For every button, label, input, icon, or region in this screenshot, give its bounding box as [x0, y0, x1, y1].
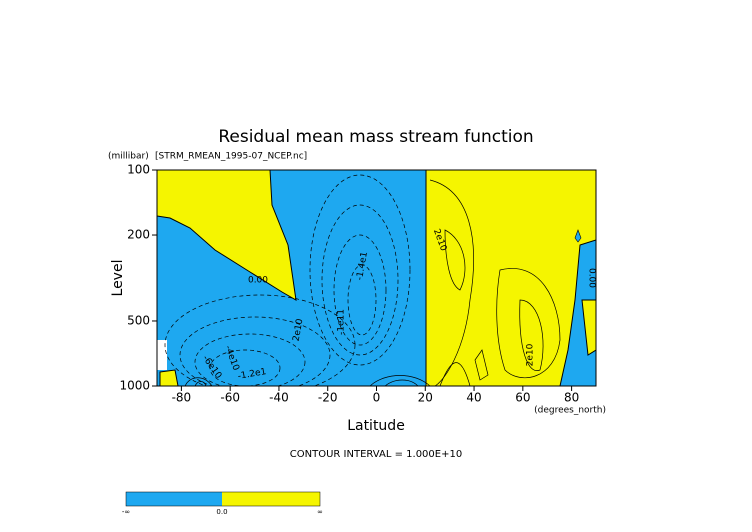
- contour-label: 2e10: [526, 343, 536, 366]
- y-tick-label: 500: [127, 313, 150, 327]
- contour-label: 0.00: [248, 276, 268, 286]
- colorbar-label: -∞: [122, 508, 130, 516]
- x-tick-label: 60: [515, 391, 530, 405]
- y-tick-label: 100: [127, 163, 150, 177]
- contour-label: 0.00: [587, 268, 597, 288]
- subtitle: [STRM_RMEAN_1995-07_NCEP.nc]: [155, 152, 307, 162]
- positive-region: [581, 299, 596, 356]
- footnote: CONTOUR INTERVAL = 1.000E+10: [290, 449, 462, 460]
- positive-region: [159, 369, 179, 386]
- positive-contours: [184, 179, 561, 386]
- x-units: (degrees_north): [534, 406, 606, 416]
- x-tick-label: -40: [269, 391, 289, 405]
- chart-title: Residual mean mass stream function: [218, 127, 533, 147]
- x-axis-label: Latitude: [347, 418, 405, 434]
- x-tick-label: -20: [318, 391, 338, 405]
- x-tick-label: 40: [466, 391, 481, 405]
- colorbar-negative: [126, 492, 222, 506]
- contour-label: -1.4e1: [355, 251, 370, 281]
- colorbar-label: 0.0: [216, 508, 227, 516]
- x-tick-label: -80: [172, 391, 192, 405]
- positive-region: [425, 170, 596, 386]
- y-units: (millibar): [108, 152, 149, 162]
- y-tick-label: 1000: [119, 379, 150, 393]
- colorbar-label: ∞: [317, 508, 323, 516]
- missing-data: [157, 340, 167, 370]
- x-tick-label: -60: [220, 391, 240, 405]
- positive-region: [157, 170, 297, 301]
- negative-contours: [164, 174, 411, 386]
- contour-label: -1e11: [337, 309, 347, 335]
- y-tick-label: 200: [127, 228, 150, 242]
- x-tick-label: 0: [373, 391, 381, 405]
- negative-region: [574, 229, 582, 243]
- colorbar-positive: [222, 492, 320, 506]
- x-tick-label: 20: [418, 391, 433, 405]
- contour-label: -1.2e1: [237, 367, 267, 382]
- contour-label: 2e10: [292, 318, 306, 342]
- x-tick-label: 80: [564, 391, 579, 405]
- y-axis-label: Level: [110, 260, 126, 297]
- colorbar-frame: [125, 491, 321, 507]
